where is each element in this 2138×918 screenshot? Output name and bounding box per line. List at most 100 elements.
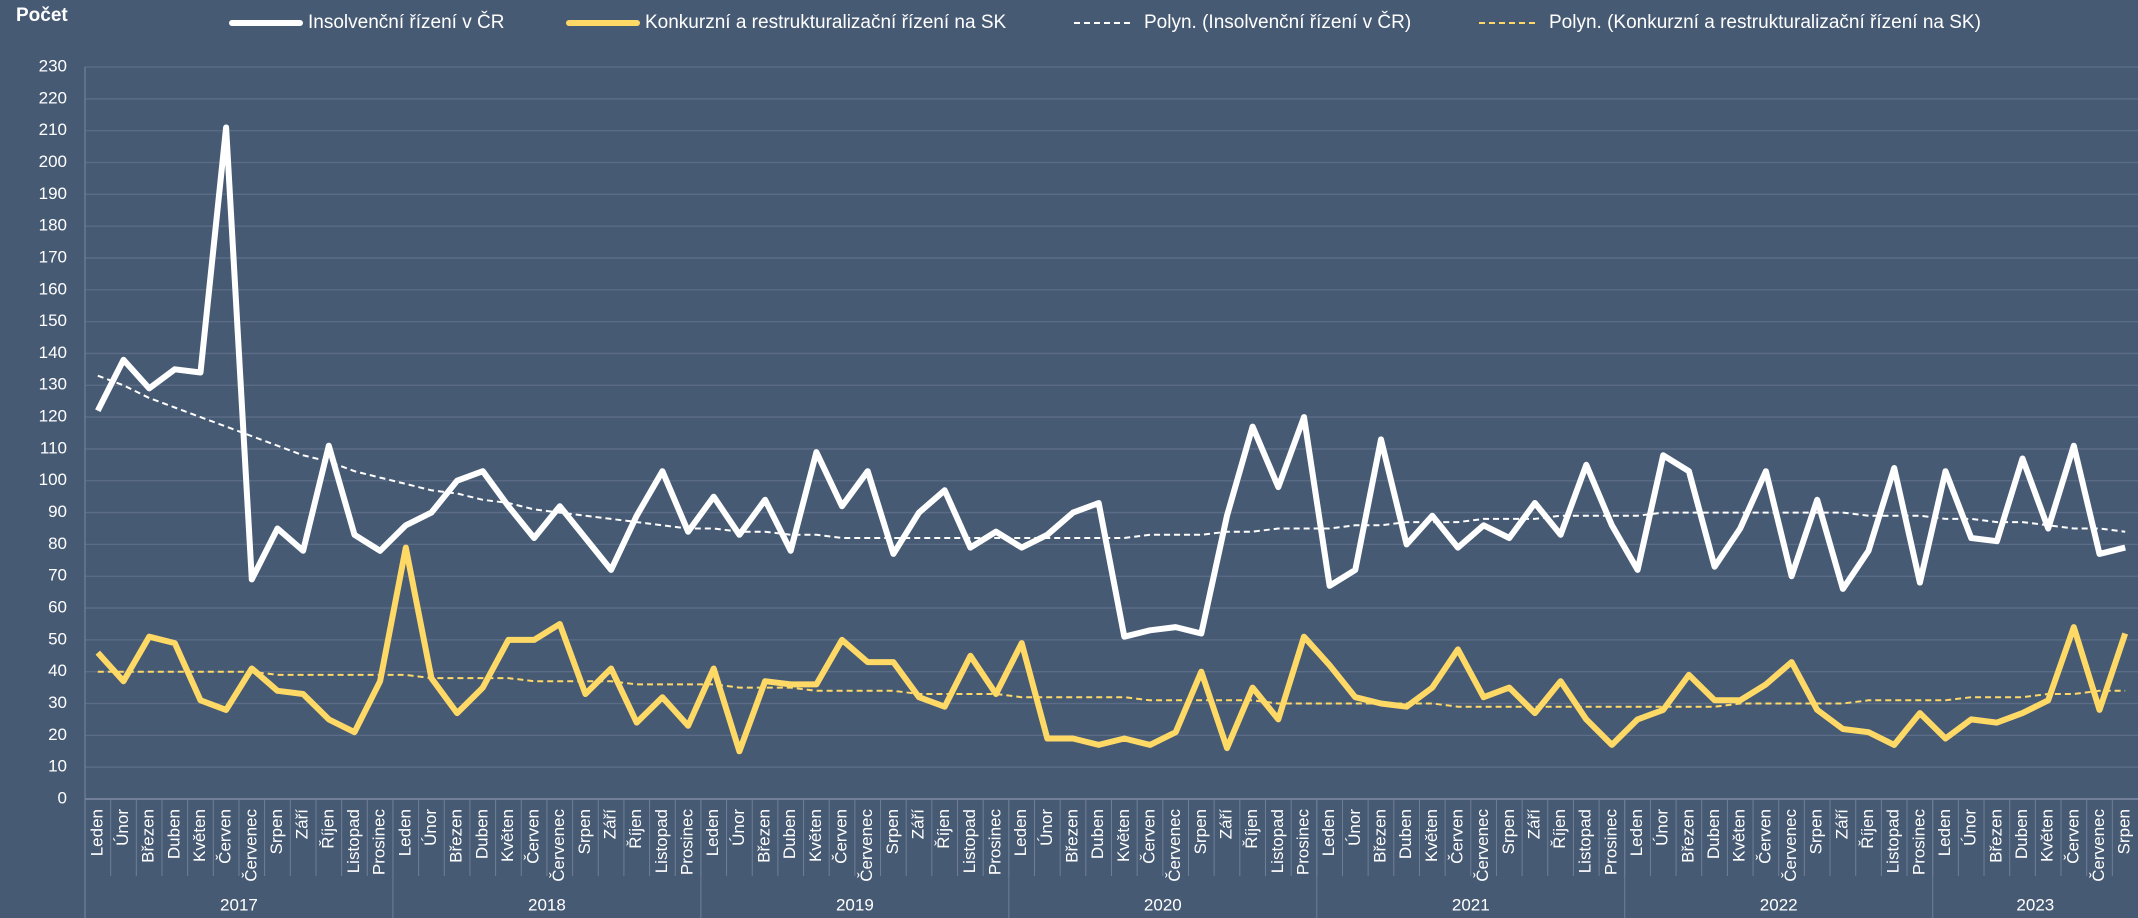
y-tick-label: 160 <box>39 279 67 298</box>
year-label: 2022 <box>1760 895 1798 914</box>
y-tick-label: 80 <box>48 534 67 553</box>
x-tick-label: Červen <box>832 809 851 864</box>
x-tick-label: Červenec <box>857 809 876 882</box>
x-tick-label: Duben <box>164 809 183 859</box>
x-tick-label: Duben <box>472 809 491 859</box>
y-tick-label: 100 <box>39 470 67 489</box>
x-tick-label: Listopad <box>652 809 671 873</box>
x-tick-label: Listopad <box>1576 809 1595 873</box>
y-tick-label: 170 <box>39 247 67 266</box>
x-tick-label: Duben <box>1088 809 1107 859</box>
legend-label: Konkurzní a restrukturalizační řízení na… <box>645 12 1006 33</box>
x-tick-label: Leden <box>703 809 722 856</box>
x-tick-label: Červen <box>1755 809 1774 864</box>
y-tick-label: 90 <box>48 502 67 521</box>
x-tick-label: Listopad <box>1884 809 1903 873</box>
x-tick-label: Květen <box>1730 809 1749 862</box>
x-tick-label: Prosinec <box>1601 809 1620 876</box>
x-tick-label: Leden <box>1935 809 1954 856</box>
year-label: 2017 <box>220 895 258 914</box>
year-label: 2023 <box>2016 895 2054 914</box>
year-label: 2019 <box>836 895 874 914</box>
x-tick-label: Září <box>601 809 620 840</box>
x-tick-label: Listopad <box>344 809 363 873</box>
x-tick-label: Únor <box>1037 809 1056 846</box>
x-tick-label: Březen <box>1986 809 2005 863</box>
y-tick-label: 30 <box>48 693 67 712</box>
y-axis-label: Počet <box>16 5 68 26</box>
x-tick-label: Červen <box>2063 809 2082 864</box>
x-tick-label: Říjen <box>1858 809 1877 849</box>
y-tick-label: 60 <box>48 598 67 617</box>
x-tick-label: Leden <box>1319 809 1338 856</box>
x-tick-label: Únor <box>421 809 440 846</box>
x-tick-label: Březen <box>1370 809 1389 863</box>
x-tick-label: Únor <box>729 809 748 846</box>
x-tick-label: Září <box>1832 809 1851 840</box>
y-tick-label: 120 <box>39 407 67 426</box>
y-tick-label: 140 <box>39 343 67 362</box>
x-tick-label: Srpen <box>2115 809 2134 854</box>
x-tick-label: Únor <box>1653 809 1672 846</box>
x-tick-label: Srpen <box>1807 809 1826 854</box>
x-tick-label: Březen <box>447 809 466 863</box>
x-tick-label: Květen <box>498 809 517 862</box>
x-tick-label: Listopad <box>960 809 979 873</box>
y-tick-label: 190 <box>39 184 67 203</box>
x-tick-label: Prosinec <box>370 809 389 876</box>
x-tick-label: Prosinec <box>1909 809 1928 876</box>
x-tick-label: Červen <box>1447 809 1466 864</box>
y-tick-label: 0 <box>58 788 67 807</box>
x-tick-label: Září <box>909 809 928 840</box>
legend-label: Insolvenční řízení v ČR <box>308 11 504 33</box>
year-label: 2021 <box>1452 895 1490 914</box>
x-tick-label: Červen <box>524 809 543 864</box>
x-tick-label: Květen <box>1114 809 1133 862</box>
x-tick-label: Červenec <box>549 809 568 882</box>
x-tick-label: Září <box>293 809 312 840</box>
x-tick-label: Duben <box>780 809 799 859</box>
x-tick-label: Květen <box>190 809 209 862</box>
x-tick-label: Srpen <box>1191 809 1210 854</box>
y-tick-label: 200 <box>39 152 67 171</box>
y-tick-label: 40 <box>48 661 67 680</box>
y-tick-label: 150 <box>39 311 67 330</box>
x-tick-label: Červenec <box>1781 809 1800 882</box>
x-tick-label: Prosinec <box>678 809 697 876</box>
x-tick-label: Říjen <box>318 809 337 849</box>
y-tick-label: 230 <box>39 56 67 75</box>
x-tick-label: Duben <box>1396 809 1415 859</box>
x-tick-label: Květen <box>1422 809 1441 862</box>
x-tick-label: Září <box>1216 809 1235 840</box>
x-tick-label: Květen <box>806 809 825 862</box>
x-tick-label: Květen <box>2038 809 2057 862</box>
y-tick-label: 50 <box>48 629 67 648</box>
x-tick-label: Říjen <box>934 809 953 849</box>
x-tick-label: Únor <box>1961 809 1980 846</box>
data-line <box>95 124 2126 640</box>
x-tick-label: Říjen <box>1550 809 1569 849</box>
x-tick-label: Březen <box>139 809 158 863</box>
x-tick-label: Červen <box>216 809 235 864</box>
x-tick-label: Listopad <box>1268 809 1287 873</box>
x-tick-label: Srpen <box>1499 809 1518 854</box>
x-tick-label: Únor <box>113 809 132 846</box>
y-tick-label: 10 <box>48 757 67 776</box>
y-tick-label: 220 <box>39 88 67 107</box>
x-tick-label: Prosinec <box>1293 809 1312 876</box>
year-label: 2020 <box>1144 895 1182 914</box>
x-tick-label: Červenec <box>241 809 260 882</box>
x-tick-label: Duben <box>1704 809 1723 859</box>
x-tick-label: Říjen <box>1242 809 1261 849</box>
x-tick-label: Březen <box>1678 809 1697 863</box>
x-tick-label: Březen <box>755 809 774 863</box>
trend-line <box>97 670 2126 708</box>
x-tick-label: Leden <box>1011 809 1030 856</box>
y-tick-label: 180 <box>39 216 67 235</box>
x-tick-label: Prosinec <box>986 809 1005 876</box>
x-tick-label: Březen <box>1062 809 1081 863</box>
x-tick-label: Červenec <box>1473 809 1492 882</box>
x-tick-label: Leden <box>87 809 106 856</box>
